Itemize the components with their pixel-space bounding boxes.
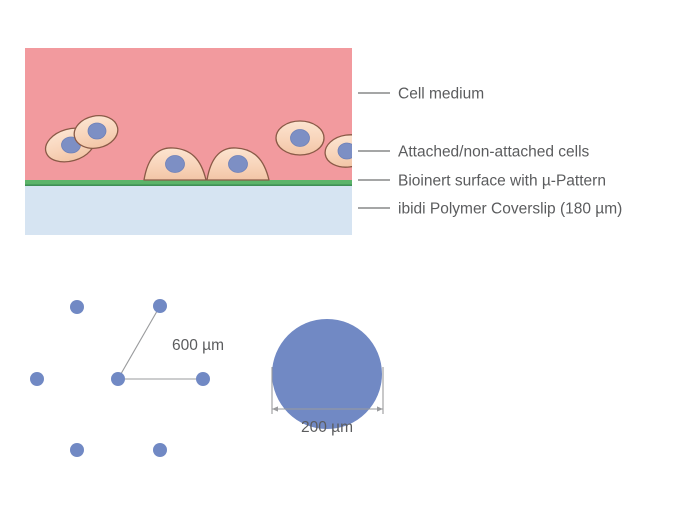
layer-polymer_coverslip (25, 186, 352, 235)
non-attached-cell-4 (324, 134, 352, 168)
pattern-dot-center (111, 372, 125, 386)
cell-nucleus (228, 155, 248, 173)
dimension-arrow-right (377, 406, 383, 412)
pattern-dot-bottom-left (70, 443, 84, 457)
label-leader-lines (358, 92, 390, 209)
pattern-dot-top-left (70, 300, 84, 314)
cells-group (44, 115, 352, 181)
pattern-dot-mid-right (196, 372, 210, 386)
spacing-line-diagonal (117, 305, 161, 380)
label-cells: Attached/non-attached cells (398, 144, 590, 161)
pattern-dot-mid-left (30, 372, 44, 386)
pattern-spacing-diagram: 600 µm (30, 299, 224, 457)
layer-bioinert_surface (25, 180, 352, 186)
spot-size-diagram: 200 µm (271, 319, 384, 436)
pattern-dot-bottom-right (153, 443, 167, 457)
label-polymer_coverslip: ibidi Polymer Coverslip (180 µm) (398, 201, 622, 218)
attached-cell-2 (206, 147, 270, 181)
dimension-arrow-left (272, 406, 278, 412)
non-attached-cell-3 (275, 120, 325, 156)
dimension-label-200um: 200 µm (301, 419, 353, 436)
layer-labels: Cell medium Attached/non-attached cells Bi… (398, 86, 622, 218)
cell-nucleus (337, 142, 352, 160)
cross-section-panel (25, 48, 352, 235)
pattern-dot-top-right (153, 299, 167, 313)
label-bioinert_surface: Bioinert surface with µ-Pattern (398, 173, 606, 190)
non-attached-cell-2 (73, 115, 119, 149)
cell-nucleus (290, 129, 310, 147)
cell-nucleus (87, 122, 107, 140)
label-cell_medium: Cell medium (398, 86, 484, 103)
bioinert-surface-edge (25, 184, 352, 186)
cell-nucleus (165, 155, 185, 173)
attached-cell-1 (143, 147, 207, 181)
spacing-label-600um: 600 µm (172, 337, 224, 354)
pattern-spot (272, 319, 382, 429)
